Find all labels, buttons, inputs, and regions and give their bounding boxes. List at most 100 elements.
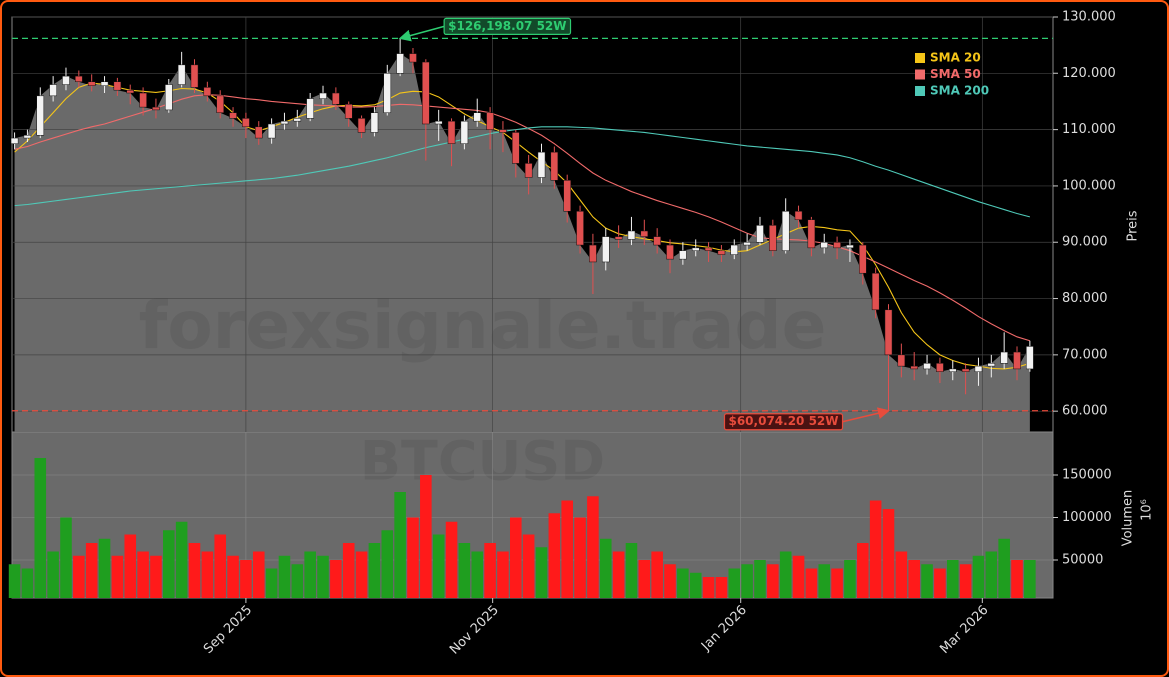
legend-swatch: [915, 53, 925, 63]
candle-body: [113, 81, 122, 91]
candle-body: [126, 89, 135, 94]
volume-bar: [895, 551, 908, 598]
volume-bar: [240, 560, 252, 598]
volume-bar: [959, 564, 972, 598]
volume-bar: [458, 543, 471, 598]
volume-bar: [702, 577, 715, 598]
candle-body: [961, 368, 970, 372]
candle-body: [1026, 346, 1034, 370]
y-tick-label: 70.000: [1062, 347, 1108, 362]
candle-body: [499, 129, 507, 133]
candle-body: [434, 120, 443, 125]
legend-label: SMA 200: [930, 84, 989, 98]
candle-body: [756, 225, 764, 243]
candle-body: [229, 112, 237, 119]
y2-axis-label: Volumen: [1121, 490, 1136, 547]
candle-body: [601, 236, 610, 263]
volume-bar: [728, 568, 741, 598]
candle-body: [139, 92, 147, 108]
volume-bar: [792, 555, 805, 598]
candle-body: [422, 61, 430, 125]
candle-body: [859, 244, 867, 274]
volume-bar: [946, 560, 959, 598]
candle-body: [280, 120, 289, 125]
volume-bar: [60, 517, 72, 598]
candle-body: [486, 112, 494, 130]
volume-bar: [664, 564, 676, 598]
candle-body: [87, 81, 96, 86]
candle-body: [563, 180, 571, 212]
candle-body: [833, 241, 841, 249]
volume-bar: [818, 564, 831, 598]
y-tick-label: 100.000: [1062, 178, 1116, 193]
volume-bar: [124, 534, 137, 598]
candle-body: [332, 92, 340, 105]
volume-bar: [85, 543, 98, 598]
volume-bar: [677, 568, 689, 598]
candle-body: [524, 163, 533, 178]
volume-bar: [304, 551, 316, 598]
volume-bar: [612, 551, 625, 598]
candle-body: [1013, 351, 1021, 370]
volume-bar: [754, 560, 766, 598]
candle-body: [396, 53, 404, 74]
candle-body: [820, 241, 829, 249]
candle-body: [512, 132, 520, 164]
candle-body: [383, 73, 392, 113]
candle-body: [537, 151, 546, 178]
volume-bar: [445, 521, 458, 598]
candle-body: [216, 95, 224, 113]
candle-body: [717, 250, 726, 255]
volume-bar: [252, 551, 265, 598]
annotation-label: $60,074.20 52W: [728, 414, 838, 428]
y-axis-label: Preis: [1126, 210, 1141, 241]
y2-scale-label: 10⁶: [1140, 499, 1155, 521]
y-tick-label: 90.000: [1062, 235, 1108, 250]
candle-body: [409, 53, 417, 63]
volume-bar: [651, 551, 663, 598]
volume-bar: [188, 543, 201, 598]
volume-bar: [831, 568, 843, 598]
volume-bar: [972, 555, 985, 598]
sma-line: [14, 126, 1031, 218]
candle-body: [550, 151, 559, 181]
volume-bar: [342, 543, 355, 598]
volume-bar: [47, 551, 59, 598]
volume-bar: [420, 475, 432, 598]
candle-body: [679, 250, 687, 260]
candle-body: [936, 363, 944, 372]
candle-body: [1000, 351, 1008, 364]
legend-label: SMA 20: [930, 51, 981, 65]
volume-bar: [869, 500, 882, 598]
volume-bar: [689, 572, 702, 598]
volume-bar: [291, 564, 304, 598]
candle-body: [203, 87, 212, 97]
candle-body: [923, 363, 931, 370]
candle-body: [730, 244, 739, 255]
volume-bar: [227, 555, 239, 598]
candle-body: [704, 247, 713, 251]
candle-body: [75, 75, 83, 83]
candle-body: [576, 211, 584, 246]
candle-body: [10, 137, 19, 144]
volume-bar: [844, 560, 856, 598]
volume-bar: [111, 555, 124, 598]
candle-body: [177, 64, 186, 85]
candle-body: [370, 112, 379, 133]
volume-bar: [522, 534, 535, 598]
volume-bar: [548, 513, 561, 598]
candle-body: [100, 81, 109, 86]
candle-body: [293, 118, 302, 122]
candle-body: [640, 230, 649, 237]
volume-bar: [137, 551, 149, 598]
volume-bar: [921, 564, 933, 598]
volume-bar: [998, 538, 1010, 598]
volume-bar: [985, 551, 998, 598]
volume-bar: [882, 509, 895, 598]
volume-bar: [497, 551, 509, 598]
volume-bar: [8, 564, 21, 598]
volume-bar: [638, 560, 651, 598]
candle-body: [62, 75, 70, 85]
volume-bar: [484, 543, 496, 598]
